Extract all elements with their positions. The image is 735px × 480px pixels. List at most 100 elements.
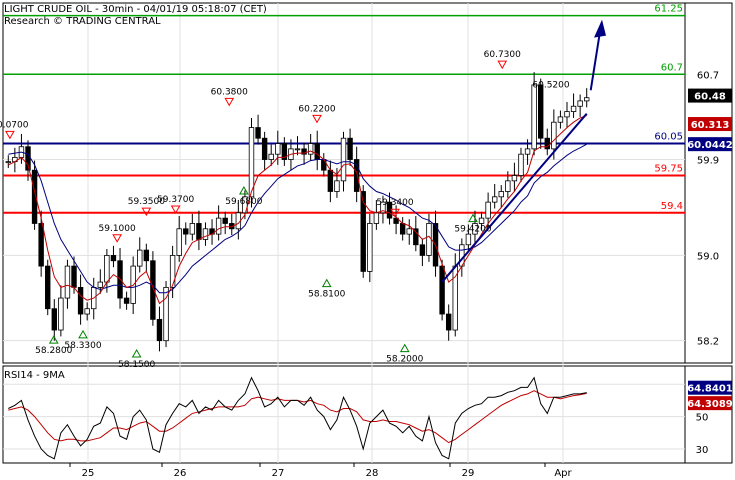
candle-body xyxy=(169,255,176,288)
ma-fast-tag: 60.313 xyxy=(691,120,730,131)
price-axis: 60.7 59.9 59.0 58.2 60.48 60.313 60.0442 xyxy=(687,70,733,347)
level-label: 61.25 xyxy=(654,4,683,15)
candle-body xyxy=(301,148,307,155)
candle-body xyxy=(347,137,353,160)
candle-body xyxy=(196,223,202,240)
candle-body xyxy=(176,228,182,256)
time-tick-label: Apr xyxy=(554,468,572,479)
chart-source: Research © TRADING CENTRAL xyxy=(4,16,161,27)
candle-body xyxy=(314,143,320,160)
rsi-label: RSI14 - 9MA xyxy=(4,370,65,381)
pivot-high-marker xyxy=(224,97,235,107)
rsi-ma-last-tag-bg xyxy=(688,396,732,411)
candle-body xyxy=(445,313,452,331)
candle-body xyxy=(327,169,334,192)
chart-title: LIGHT CRUDE OIL - 30min - 04/01/19 05:18… xyxy=(4,4,267,15)
candle-body xyxy=(373,212,380,224)
pivot-low-label: 58.8100 xyxy=(308,290,345,300)
candle-body xyxy=(564,111,570,118)
rsi-last-tag-bg xyxy=(688,380,732,395)
price-tick-label: 59.9 xyxy=(697,156,719,167)
candle-body xyxy=(261,137,268,160)
ma-fast-tag-bg xyxy=(688,117,732,132)
ma-slow-line xyxy=(8,143,587,294)
candle-body xyxy=(156,318,163,342)
pivot-low-marker xyxy=(48,335,59,344)
candle-body xyxy=(485,201,491,219)
candle-body xyxy=(551,121,557,150)
pivot-low-label: 59.6800 xyxy=(225,197,262,207)
candle-body xyxy=(544,137,550,150)
candle-body xyxy=(51,308,57,331)
pivot-low-label: 58.3300 xyxy=(64,341,101,351)
candle-body xyxy=(163,287,169,342)
price-note-label: 60.5200 xyxy=(532,80,569,90)
candle-body xyxy=(577,100,583,107)
pivot-high-label: 59.3500 xyxy=(128,197,165,207)
pivot-high-marker xyxy=(5,130,15,140)
trendlines xyxy=(441,19,606,283)
candle-body xyxy=(439,265,445,315)
level-label: 59.75 xyxy=(654,164,683,175)
price-tick-label: 60.7 xyxy=(697,70,719,81)
candle-body xyxy=(202,228,209,240)
candle-body xyxy=(183,228,189,235)
pivot-high-label: 59.3700 xyxy=(157,195,194,205)
candle-body xyxy=(367,223,373,272)
rsi-tick-label: 50 xyxy=(696,413,709,424)
candle-body xyxy=(104,255,110,283)
candle-body xyxy=(143,249,150,262)
candle-body xyxy=(518,153,524,176)
candle-body xyxy=(307,143,314,155)
candle-body xyxy=(77,287,84,315)
candle-body xyxy=(452,265,458,331)
candle-body xyxy=(268,153,274,160)
candle-body xyxy=(215,217,222,235)
pivot-low-marker xyxy=(78,329,88,339)
price-axis-frame xyxy=(684,2,733,364)
candle-body xyxy=(334,180,340,192)
pivot-high-marker xyxy=(390,208,400,218)
candle-body xyxy=(248,127,255,198)
candle-body xyxy=(353,159,360,192)
candle-body xyxy=(255,127,261,139)
candle-body xyxy=(189,223,196,235)
pivot-high-label: 59.1000 xyxy=(99,224,136,234)
candle-body xyxy=(491,196,498,203)
candle-body xyxy=(472,223,478,235)
pivot-high-marker xyxy=(312,114,322,124)
candle-body xyxy=(557,116,564,123)
candle-body xyxy=(524,148,531,155)
candle-body xyxy=(498,191,504,198)
rsi-last-tag: 64.8401 xyxy=(687,384,733,395)
candle-body xyxy=(31,169,38,224)
candle-body xyxy=(570,105,577,112)
time-tick-label: 27 xyxy=(272,468,285,479)
candle-body xyxy=(58,297,64,331)
time-tick-label: 26 xyxy=(174,468,187,479)
time-axis: 25 26 27 28 29 Apr xyxy=(69,463,573,479)
candle-body xyxy=(222,217,228,224)
uptrend-line xyxy=(441,113,588,283)
pivot-low-label: 58.2000 xyxy=(386,355,423,365)
pivot-low-marker xyxy=(131,349,142,358)
pivot-low-label: 58.1500 xyxy=(118,360,155,370)
level-label: 59.4 xyxy=(661,201,683,212)
pivot-high-label: 60.0700 xyxy=(0,120,29,130)
pivot-low-label: 59.4200 xyxy=(454,225,491,235)
pivot-low-label: 58.2800 xyxy=(35,346,72,356)
candle-body xyxy=(531,84,537,150)
time-tick-label: 29 xyxy=(462,468,475,479)
pivot-high-marker xyxy=(170,205,181,215)
candle-body xyxy=(399,223,406,235)
candle-body xyxy=(45,265,51,310)
candle-body xyxy=(71,265,77,288)
pivot-high-label: 60.7300 xyxy=(484,50,521,60)
pivot-high-marker xyxy=(141,207,152,217)
rsi-lines xyxy=(8,376,587,460)
candle-body xyxy=(393,217,399,224)
rsi-panel-frame xyxy=(2,365,686,464)
